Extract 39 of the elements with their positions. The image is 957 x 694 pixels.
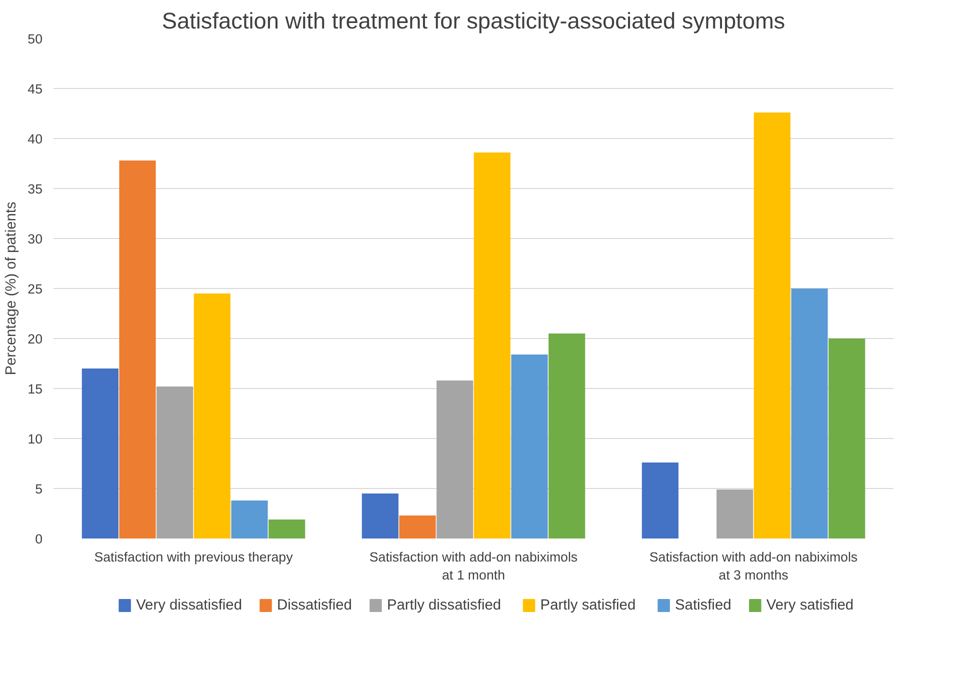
bar — [194, 294, 230, 538]
y-tick-label: 50 — [28, 32, 43, 46]
x-tick-label: Satisfaction with add-on nabiximols at 1 month — [369, 550, 578, 582]
y-tick-label: 40 — [28, 132, 43, 146]
bar — [82, 368, 118, 538]
y-tick-label: 45 — [28, 82, 43, 96]
x-tick-label: Satisfaction with previous therapy — [94, 550, 294, 564]
legend-label: Satisfied — [675, 598, 732, 614]
bar — [642, 462, 678, 538]
x-tick-label: Satisfaction with add-on nabiximols at 3 months — [649, 550, 858, 582]
y-tick-label: 5 — [35, 482, 43, 496]
bar — [474, 152, 510, 538]
legend-label: Dissatisfied — [277, 598, 352, 614]
bar — [548, 334, 586, 538]
legend-label: Partly satisfied — [540, 598, 636, 614]
y-tick-label: 20 — [28, 332, 43, 346]
y-tick-label: 30 — [28, 232, 43, 246]
legend-label: Very satisfied — [766, 598, 854, 614]
y-tick-label: 15 — [28, 382, 43, 396]
legend-label: Very dissatisfied — [136, 598, 242, 614]
y-tick-label: 25 — [28, 282, 43, 296]
y-axis-title: Percentage (%) of patients — [4, 202, 20, 376]
bar — [156, 386, 194, 538]
bar — [436, 380, 474, 538]
bar — [754, 112, 790, 538]
bar — [716, 490, 754, 538]
y-tick-label: 0 — [35, 532, 43, 546]
bar — [511, 354, 548, 538]
y-tick-label: 10 — [28, 432, 43, 446]
bar — [119, 160, 156, 538]
legend-label: Partly dissatisfied — [386, 598, 502, 614]
bar — [828, 338, 866, 538]
bar — [231, 500, 268, 538]
bar — [268, 520, 306, 538]
bar — [791, 288, 828, 538]
bar — [399, 516, 436, 538]
chart-title: Satisfaction with treatment for spasticity-associated symptoms — [162, 8, 786, 34]
y-tick-label: 35 — [28, 182, 43, 196]
bar — [362, 494, 398, 538]
